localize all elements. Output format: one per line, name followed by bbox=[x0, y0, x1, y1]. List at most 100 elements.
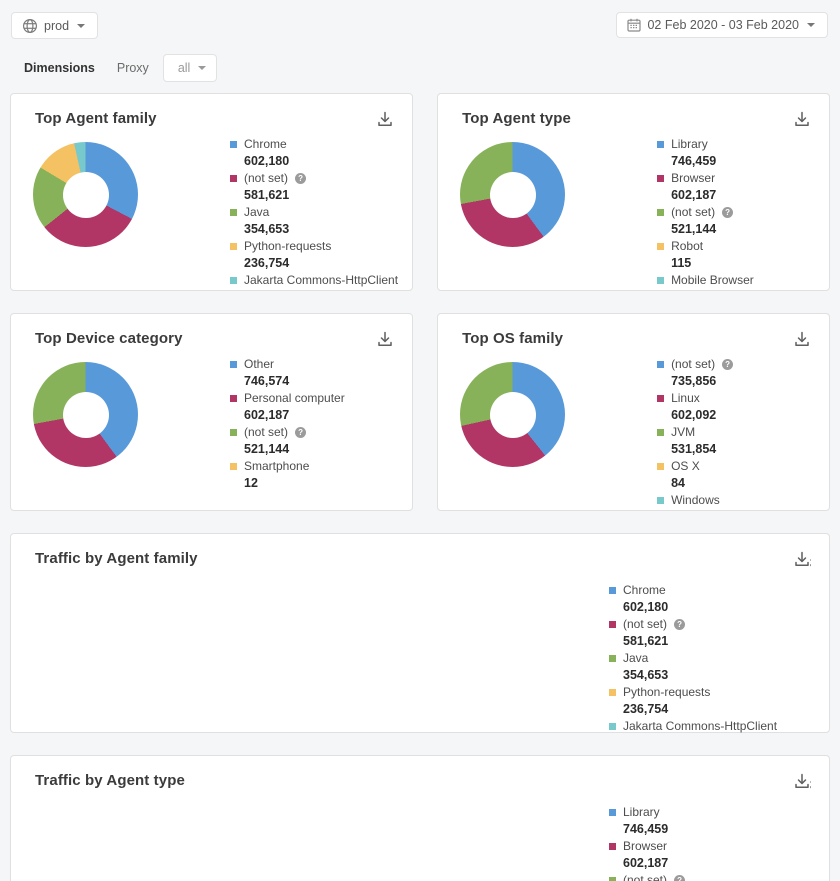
legend-item[interactable]: Library bbox=[657, 137, 754, 152]
help-icon[interactable]: ? bbox=[295, 427, 307, 438]
legend-swatch bbox=[230, 395, 237, 402]
card-title: Top Agent family bbox=[35, 110, 157, 127]
legend-item[interactable]: Chrome bbox=[609, 583, 777, 598]
card-traffic-agent-type: Traffic by Agent type 050k100k150k15:001… bbox=[10, 755, 840, 881]
legend-item[interactable]: Java bbox=[230, 205, 398, 220]
environment-selector[interactable]: prod bbox=[11, 12, 99, 39]
legend-item[interactable]: Python-requests bbox=[609, 685, 777, 700]
date-range-selector[interactable]: 02 Feb 2020 - 03 Feb 2020 bbox=[616, 12, 828, 38]
legend-value: 581,621 bbox=[623, 634, 669, 648]
chevron-down-icon bbox=[77, 23, 86, 28]
card-title: Top OS family bbox=[462, 330, 564, 347]
legend-value: 746,574 bbox=[244, 374, 290, 388]
download-button[interactable] bbox=[791, 328, 813, 353]
calendar-icon bbox=[627, 18, 642, 32]
legend-item[interactable]: Jakarta Commons-HttpClient bbox=[609, 719, 777, 734]
legend-swatch bbox=[609, 877, 616, 881]
legend-swatch bbox=[657, 463, 665, 470]
legend-item[interactable]: JVM bbox=[657, 425, 733, 440]
legend-item[interactable]: Browser bbox=[657, 171, 754, 186]
legend-value: 354,653 bbox=[244, 222, 290, 236]
legend-swatch bbox=[657, 277, 665, 284]
legend-item[interactable]: Mobile Browser bbox=[657, 273, 754, 288]
download-button[interactable]: 050k100k150k15:0018:0021:003. Feb03:0006… bbox=[791, 770, 840, 861]
stacked-area-chart[interactable] bbox=[25, 795, 603, 881]
card-top-agent-type: Top Agent type Library 746,459 Browser 602,… bbox=[437, 93, 830, 291]
card-title: Top Agent type bbox=[462, 110, 571, 127]
help-icon[interactable]: ? bbox=[295, 173, 307, 184]
download-icon bbox=[378, 331, 392, 346]
legend-item[interactable]: (not set)? bbox=[609, 873, 686, 881]
download-button[interactable] bbox=[791, 108, 813, 133]
help-icon[interactable]: ? bbox=[674, 619, 686, 630]
legend-item[interactable]: Windows bbox=[657, 493, 733, 508]
help-icon[interactable]: ? bbox=[674, 875, 686, 881]
download-button[interactable] bbox=[374, 108, 396, 133]
legend-label: Jakarta Commons-HttpClient bbox=[623, 719, 778, 733]
chart-legend: Chrome 602,180 (not set)? 581,621 Java 354,65… bbox=[609, 573, 777, 734]
legend-value: 602,180 bbox=[623, 600, 669, 614]
legend-swatch bbox=[609, 723, 616, 730]
legend-swatch bbox=[609, 689, 616, 696]
download-icon: 050k100k150k15:0018:0021:003. Feb03:0006… bbox=[795, 551, 840, 674]
legend-swatch bbox=[230, 209, 237, 216]
legend-swatch bbox=[609, 655, 616, 662]
legend-swatch bbox=[230, 277, 237, 284]
legend-label: Library bbox=[623, 805, 660, 819]
legend-label: Python-requests bbox=[623, 685, 711, 699]
topbar: prod 02 Feb 2020 - 03 Feb 2020 bbox=[0, 0, 840, 39]
legend-label: OS X bbox=[671, 459, 700, 473]
legend-item[interactable]: Chrome bbox=[230, 137, 398, 152]
legend-item[interactable]: (not set)? bbox=[657, 205, 754, 220]
legend-item[interactable]: Browser bbox=[609, 839, 685, 854]
legend-item[interactable]: Smartphone bbox=[230, 459, 345, 474]
donut-chart[interactable] bbox=[33, 362, 138, 467]
card-top-os-family: Top OS family (not set)? 735,856 Linux 602,… bbox=[437, 313, 830, 511]
chart-legend: Other 746,574 Personal computer 602,187 (not… bbox=[230, 355, 345, 493]
legend-item[interactable]: Java bbox=[609, 651, 777, 666]
legend-item[interactable]: OS X bbox=[657, 459, 733, 474]
legend-item[interactable]: Other bbox=[230, 357, 345, 372]
legend-swatch bbox=[609, 587, 616, 594]
legend-item[interactable]: (not set)? bbox=[230, 425, 345, 440]
legend-item[interactable]: (not set)? bbox=[609, 617, 777, 632]
legend-item[interactable]: Robot bbox=[657, 239, 754, 254]
donut-chart[interactable] bbox=[33, 142, 138, 247]
stacked-area-chart[interactable] bbox=[25, 573, 603, 707]
legend-label: Jakarta Commons-HttpClient bbox=[244, 273, 399, 287]
legend-item[interactable]: (not set)? bbox=[230, 171, 398, 186]
y-axis-tick-label: 150k bbox=[810, 779, 811, 791]
legend-swatch bbox=[230, 243, 237, 250]
legend-value: 115 bbox=[671, 256, 692, 270]
legend-item[interactable]: Library bbox=[609, 805, 685, 820]
legend-label: Browser bbox=[623, 839, 668, 853]
legend-item[interactable]: Personal computer bbox=[230, 391, 345, 406]
proxy-filter-dropdown[interactable]: all bbox=[162, 54, 218, 82]
legend-swatch bbox=[657, 395, 665, 402]
legend-swatch bbox=[657, 141, 665, 148]
legend-label: Browser bbox=[671, 171, 716, 185]
legend-item[interactable]: Python-requests bbox=[230, 239, 398, 254]
donut-chart[interactable] bbox=[460, 142, 566, 247]
legend-value: 236,754 bbox=[244, 256, 290, 270]
legend-value: 12 bbox=[244, 476, 258, 490]
legend-item[interactable]: (not set)? bbox=[657, 357, 734, 372]
legend-swatch bbox=[230, 141, 237, 148]
donut-chart[interactable] bbox=[460, 362, 566, 467]
legend-value: 84 bbox=[671, 476, 685, 490]
legend-value: 581,621 bbox=[244, 188, 290, 202]
help-icon[interactable]: ? bbox=[722, 359, 734, 370]
download-button[interactable]: 050k100k150k15:0018:0021:003. Feb03:0006… bbox=[791, 548, 840, 674]
legend-label: JVM bbox=[671, 425, 696, 439]
help-icon[interactable]: ? bbox=[722, 207, 734, 218]
legend-value: 521,144 bbox=[244, 442, 290, 456]
legend-swatch bbox=[230, 429, 237, 436]
legend-value: 602,187 bbox=[671, 188, 717, 202]
legend-swatch bbox=[657, 175, 665, 182]
legend-swatch bbox=[609, 843, 616, 850]
legend-label: Linux bbox=[671, 391, 700, 405]
legend-item[interactable]: Linux bbox=[657, 391, 733, 406]
legend-swatch bbox=[657, 497, 665, 504]
legend-item[interactable]: Jakarta Commons-HttpClient bbox=[230, 273, 398, 288]
download-button[interactable] bbox=[374, 328, 396, 353]
